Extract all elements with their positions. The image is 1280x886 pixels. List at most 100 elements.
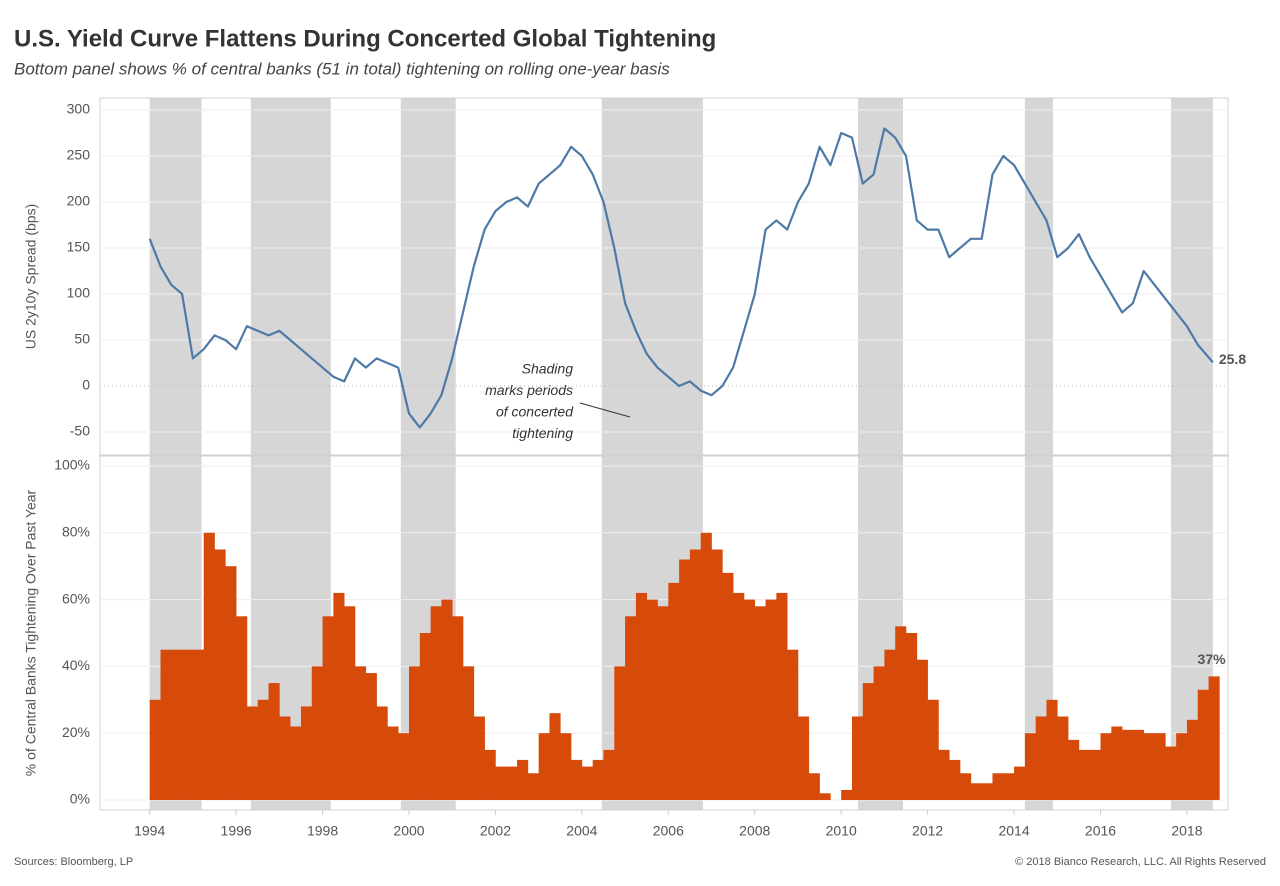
bar — [960, 773, 972, 800]
bar — [279, 716, 291, 800]
data-label: 37% — [1198, 651, 1227, 667]
end-label: 25.8 — [1219, 351, 1246, 367]
bar — [506, 766, 518, 800]
bar — [473, 716, 485, 800]
shading-band — [149, 98, 202, 455]
bar — [787, 649, 799, 800]
bar — [1122, 729, 1134, 800]
bar — [1078, 749, 1091, 800]
y-tick-label: 20% — [62, 724, 90, 740]
bar — [722, 572, 734, 800]
chart-title: U.S. Yield Curve Flattens During Concert… — [14, 25, 716, 52]
y-tick-label: 100% — [54, 457, 90, 473]
bar — [1111, 726, 1123, 800]
bar — [246, 706, 259, 800]
y-axis-title: US 2y10y Spread (bps) — [23, 204, 39, 350]
bar — [581, 766, 593, 800]
x-tick-label: 2012 — [912, 823, 943, 839]
bar — [171, 649, 183, 800]
bar — [463, 666, 475, 800]
bar — [776, 592, 788, 800]
bar — [765, 599, 777, 800]
x-tick-label: 1996 — [221, 823, 252, 839]
shading-band — [400, 98, 456, 455]
shading-band — [250, 98, 331, 455]
y-tick-label: 0 — [82, 377, 90, 393]
bar — [625, 616, 637, 800]
shading-band — [1170, 98, 1213, 455]
bar — [614, 666, 626, 800]
y-tick-label: 150 — [67, 239, 91, 255]
bar — [1197, 689, 1209, 800]
y-tick-label: 50 — [74, 331, 90, 347]
annotation-pointer — [579, 402, 631, 418]
bar — [1176, 733, 1188, 800]
bar — [365, 673, 377, 800]
bar — [1143, 733, 1155, 800]
bar — [1132, 729, 1145, 800]
bar — [300, 706, 313, 800]
shading-band — [1024, 98, 1053, 455]
bar — [1089, 749, 1101, 800]
bar — [711, 549, 723, 800]
bar — [257, 699, 269, 800]
bar — [635, 592, 648, 800]
bar — [452, 616, 464, 800]
bar — [527, 773, 539, 800]
bar — [657, 606, 669, 800]
bar — [797, 716, 810, 800]
bar — [160, 649, 172, 800]
bar — [916, 659, 928, 800]
bar — [992, 773, 1004, 800]
bar — [1046, 699, 1058, 800]
bar — [754, 606, 766, 800]
x-tick-label: 2006 — [653, 823, 684, 839]
annotation: tightening — [512, 425, 573, 441]
y-tick-label: 60% — [62, 590, 90, 606]
bar — [517, 759, 529, 800]
bar — [376, 706, 388, 800]
x-tick-label: 1994 — [134, 823, 165, 839]
bar — [225, 566, 237, 800]
x-tick-label: 2004 — [566, 823, 597, 839]
x-tick-label: 2002 — [480, 823, 511, 839]
bar — [981, 783, 993, 800]
bar — [862, 683, 874, 800]
bar — [646, 599, 658, 800]
bar — [1208, 676, 1220, 800]
bar — [149, 699, 161, 800]
bar — [938, 749, 950, 800]
copyright: © 2018 Bianco Research, LLC. All Rights … — [1015, 856, 1266, 868]
bar — [689, 549, 702, 800]
bar — [1057, 716, 1069, 800]
y-tick-label: 200 — [67, 193, 91, 209]
bar — [808, 773, 820, 800]
bar — [549, 713, 561, 800]
bar — [1024, 733, 1036, 800]
annotation: marks periods — [485, 382, 573, 398]
bar — [538, 733, 550, 800]
bar — [852, 716, 864, 800]
bar — [1014, 766, 1026, 800]
bar — [679, 559, 691, 800]
y-tick-label: 80% — [62, 524, 90, 540]
y-tick-label: 0% — [70, 791, 90, 807]
bar — [354, 666, 367, 800]
bar — [819, 793, 831, 800]
y-tick-label: 300 — [67, 101, 91, 117]
bar — [311, 666, 323, 800]
shading-band — [858, 98, 903, 455]
bar — [949, 759, 961, 800]
panel-frame — [99, 97, 1229, 456]
y-axis-title: % of Central Banks Tightening Over Past … — [23, 489, 39, 776]
bar — [700, 532, 712, 800]
bar — [906, 633, 918, 800]
x-tick-label: 2010 — [826, 823, 857, 839]
x-tick-label: 2014 — [998, 823, 1029, 839]
bar — [203, 532, 215, 800]
bar — [927, 699, 939, 800]
bar — [214, 549, 226, 800]
bar — [333, 592, 345, 800]
shading-band — [601, 98, 703, 455]
